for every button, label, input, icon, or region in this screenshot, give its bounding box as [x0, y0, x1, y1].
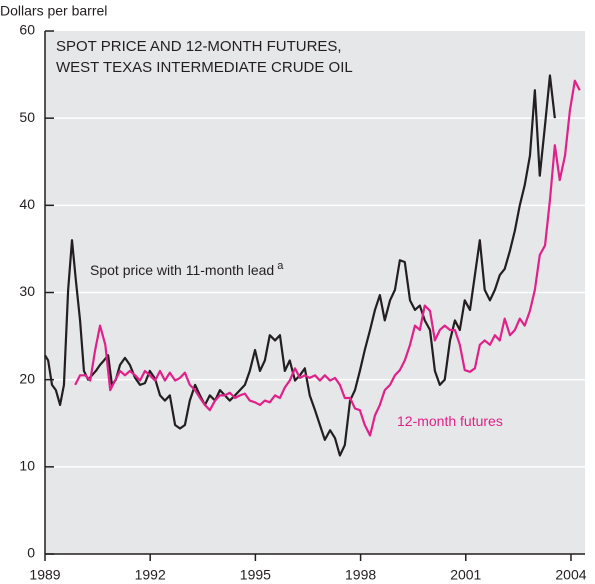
y-tick-label: 40: [19, 196, 35, 212]
footnote-marker: a: [277, 260, 284, 272]
x-tick-label: 1989: [29, 567, 60, 583]
y-axis-label: Dollars per barrel: [0, 3, 107, 19]
series-label-text: 12-month futures: [397, 413, 503, 429]
y-tick-label: 50: [19, 109, 35, 125]
y-tick-label: 10: [19, 458, 35, 474]
series-label: 12-month futures: [397, 413, 503, 429]
chart-title: SPOT PRICE AND 12-MONTH FUTURES,: [56, 38, 342, 55]
x-tick-label: 1998: [345, 567, 376, 583]
y-tick-label: 0: [27, 545, 35, 561]
x-tick-label: 2004: [555, 567, 586, 583]
x-tick-label: 2001: [450, 567, 481, 583]
series-label: Spot price with 11-month lead a: [90, 260, 284, 278]
y-tick-label: 60: [19, 22, 35, 38]
series-label-text: Spot price with 11-month lead: [90, 262, 274, 278]
y-tick-label: 20: [19, 370, 35, 386]
y-tick-label: 30: [19, 283, 35, 299]
series-line: [74, 79, 581, 437]
chart-title: WEST TEXAS INTERMEDIATE CRUDE OIL: [56, 59, 353, 76]
x-tick-label: 1992: [135, 567, 166, 583]
x-tick-label: 1995: [240, 567, 271, 583]
